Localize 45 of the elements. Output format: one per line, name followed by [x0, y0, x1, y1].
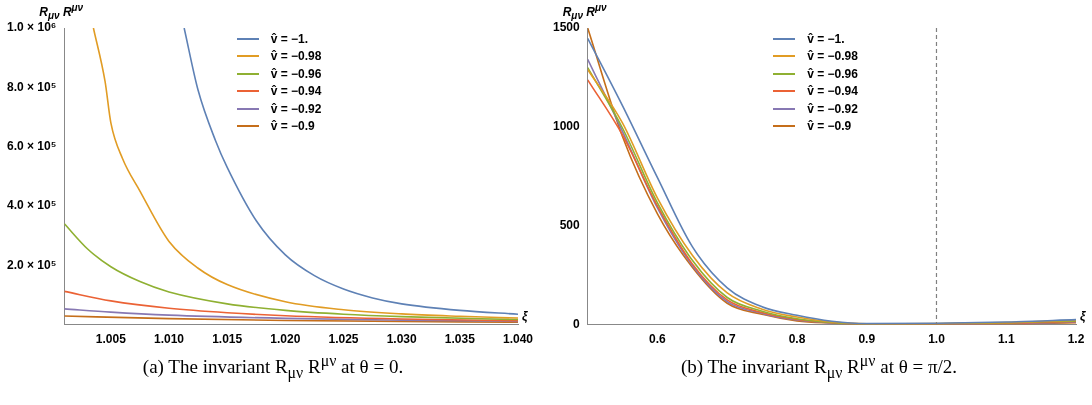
legend-label: v̂ = −1.: [270, 31, 309, 46]
text: (b) The invariant R$_{μν}$ R$^{μν}$ at θ = π/2.: [679, 352, 959, 383]
legend-label: v̂ = −0.94: [270, 84, 322, 99]
x-tick-label: 1.020: [270, 332, 301, 347]
x-tick-label: 1.040: [502, 332, 534, 347]
x-tick-label: 1.035: [444, 332, 476, 347]
legend-label: v̂ = −0.98: [270, 49, 322, 64]
legend-label: v̂ = −0.96: [807, 66, 858, 81]
legend-label: v̂ = −0.98: [807, 49, 858, 64]
legend-label: v̂ = −0.9: [807, 119, 852, 134]
x-tick-label: 0.9: [858, 332, 876, 347]
y-tick-label: 1000: [552, 119, 581, 134]
x-tick-label: 1.0: [928, 332, 946, 347]
text: (a) The invariant R$_{μν}$ R$^{μν}$ at θ = 0.: [141, 352, 405, 383]
legend-label: v̂ = −0.94: [807, 84, 858, 99]
y-tick-label: 1.0 × 10⁶: [7, 20, 57, 35]
x-tick-label: 0.6: [649, 332, 667, 347]
line-series: [183, 28, 518, 316]
y-tick-label: 6.0 × 10⁵: [7, 138, 57, 153]
x-tick-label: 1.005: [95, 332, 127, 347]
x-axis-title: ξ: [522, 308, 528, 323]
x-tick-label: 1.2: [1067, 332, 1085, 347]
legend-label: v̂ = −0.9: [270, 119, 315, 134]
y-tick-label: 500: [559, 218, 581, 233]
x-tick-label: 1.1: [997, 332, 1015, 347]
legend-label: v̂ = −1.: [807, 31, 845, 46]
x-tick-label: 1.030: [386, 332, 418, 347]
x-axis-title: ξ: [1080, 308, 1086, 323]
y-tick-label: 4.0 × 10⁵: [7, 198, 57, 213]
x-tick-label: 1.015: [212, 332, 243, 347]
legend-label: v̂ = −0.96: [270, 66, 322, 81]
x-tick-label: 1.010: [154, 332, 185, 347]
legend-label: v̂ = −0.92: [270, 101, 322, 116]
x-tick-label: 0.7: [718, 332, 736, 347]
legend-label: v̂ = −0.92: [807, 101, 858, 116]
line-series: [92, 28, 518, 319]
y-tick-label: 1500: [552, 20, 581, 35]
y-axis-title: R$_{μν}$ R$^{μν}$: [562, 2, 607, 22]
y-tick-label: 2.0 × 10⁵: [7, 257, 57, 272]
x-tick-label: 1.025: [328, 332, 359, 347]
x-tick-label: 0.8: [788, 332, 806, 347]
y-tick-label: 8.0 × 10⁵: [7, 79, 57, 94]
line-series: [64, 222, 518, 321]
y-tick-label: 0: [573, 316, 581, 331]
y-axis-title: R$_{μν}$ R$^{μν}$: [39, 2, 84, 22]
